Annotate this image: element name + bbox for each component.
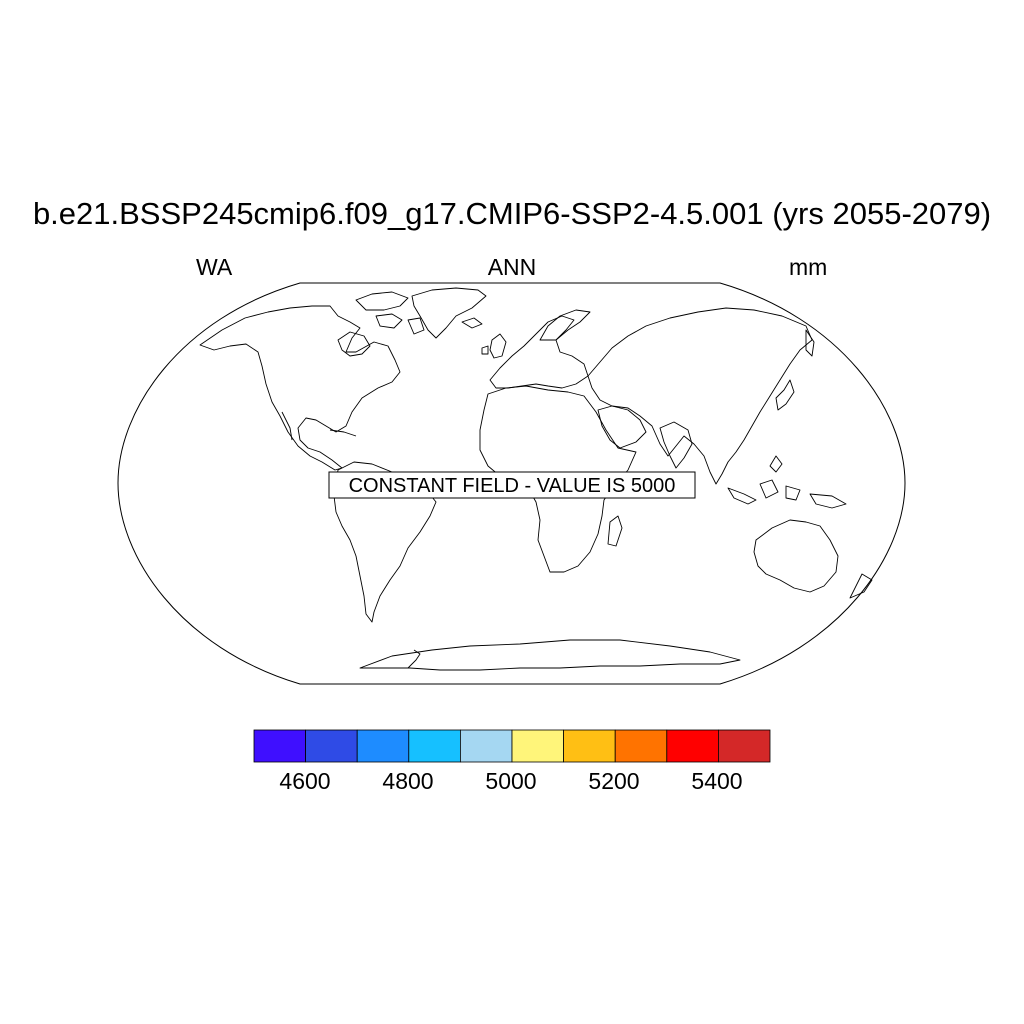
- plot-title: b.e21.BSSP245cmip6.f09_g17.CMIP6-SSP2-4.…: [32, 196, 992, 231]
- colorbar: [253, 729, 771, 763]
- coastline-hudson-bay: [337, 331, 371, 357]
- colorbar-box-1: [305, 729, 358, 763]
- units-label: mm: [789, 254, 828, 280]
- coastline-arctic-islands: [355, 291, 425, 335]
- colorbar-box-5: [511, 729, 564, 763]
- annotation-box: [328, 471, 696, 499]
- colorbar-box-9: [718, 729, 771, 763]
- colorbar-box-0: [253, 729, 306, 763]
- coastline-antarctica: [359, 639, 741, 671]
- colorbar-label-5000: 5000: [485, 768, 537, 794]
- coastline-greenland: [411, 287, 487, 339]
- colorbar-label-4600: 4600: [279, 768, 331, 794]
- coastline-europe: [489, 315, 589, 389]
- colorbar-box-4: [459, 729, 513, 763]
- coastline-new-zealand: [849, 573, 873, 599]
- season-label: ANN: [487, 254, 537, 280]
- coastline-north-america: [199, 305, 401, 471]
- coastline-sea-islands: [727, 455, 847, 509]
- coastline-iceland: [461, 317, 483, 329]
- colorbar-box-8: [666, 729, 719, 763]
- coastline-kamchatka: [805, 329, 815, 357]
- coastline-british-isles: [481, 333, 507, 359]
- coastline-japan: [775, 379, 795, 411]
- variable-label: WA: [196, 254, 233, 280]
- coastline-australia: [753, 519, 839, 593]
- coastline-baja: [281, 411, 293, 441]
- coastline-cuba: [329, 429, 357, 437]
- coastline-scandinavia: [539, 309, 591, 341]
- colorbar-label-5400: 5400: [691, 768, 743, 794]
- colorbar-box-6: [563, 729, 616, 763]
- coastline-asia: [587, 307, 813, 485]
- colorbar-box-7: [614, 729, 668, 763]
- coastline-india: [659, 421, 693, 469]
- colorbar-label-4800: 4800: [382, 768, 434, 794]
- colorbar-box-3: [408, 729, 461, 763]
- annotation-text: CONSTANT FIELD - VALUE IS 5000: [349, 475, 676, 497]
- colorbar-box-2: [356, 729, 410, 763]
- coastline-arabia: [597, 405, 647, 449]
- coastline-madagascar: [607, 515, 623, 547]
- colorbar-label-5200: 5200: [588, 768, 640, 794]
- coastline-antarctic-peninsula: [407, 649, 421, 669]
